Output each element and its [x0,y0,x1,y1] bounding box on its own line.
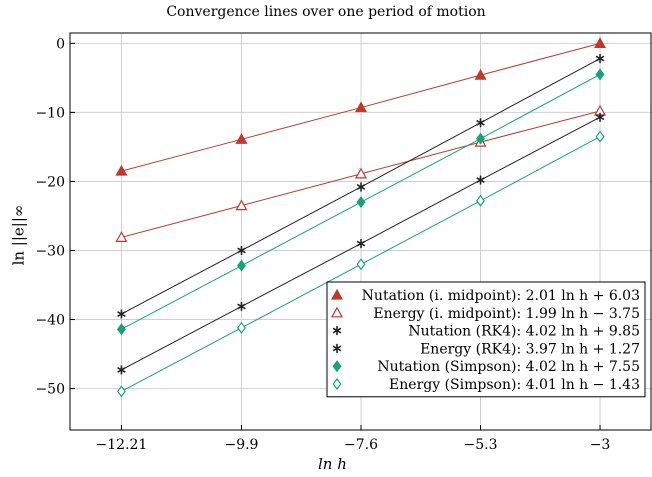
data-point [354,167,368,179]
marker-stroke [237,247,246,254]
legend-entry: Nutation (i. midpoint): 2.01 ln h + 6.03 [362,288,640,304]
y-tick-label: −50 [35,382,65,398]
legend-entry: Energy (Simpson): 4.01 ln h − 1.43 [389,377,640,393]
legend-entry: Energy (i. midpoint): 1.99 ln h − 3.75 [373,306,640,322]
legend-box [326,281,646,398]
data-point [595,130,605,143]
y-tick-label: −20 [35,174,65,190]
x-tick-label: −9.9 [224,437,258,453]
data-point [474,68,487,80]
legend-entry: Nutation (Simpson): 4.02 ln h + 7.55 [377,359,640,375]
data-point [595,68,605,81]
data-point [235,133,248,144]
chart-title: Convergence lines over one period of mot… [166,4,486,20]
legend-marker [332,343,342,353]
marker-stroke [237,303,246,310]
y-tick-label: 0 [56,36,65,52]
data-point [115,231,128,242]
data-point [476,175,485,185]
x-axis-label: ln h [318,455,347,473]
data-point [476,132,486,145]
x-tick-label: −3 [590,437,611,453]
data-point [356,258,366,271]
series-markers [115,37,607,398]
legend-marker [332,378,342,390]
data-point [354,101,368,113]
marker-stroke [595,55,605,62]
axis-ticks: −12.21 −9.9 −7.6 −5.3 −30−10−20−30−40−50 [35,36,610,453]
legend-marker [332,360,342,373]
data-point [117,309,126,319]
marker-stroke [356,184,366,190]
marker-stroke [332,345,342,352]
data-point [237,301,246,311]
data-point [595,112,605,122]
legend-marker [330,288,344,300]
data-point [356,196,366,209]
data-point [356,182,366,192]
data-point [235,199,248,211]
data-point [236,321,246,334]
legend-entry: Nutation (RK4): 4.02 ln h + 9.85 [408,324,640,340]
y-axis-label: ln ||e||∞ [9,204,28,266]
marker-stroke [476,119,485,126]
data-point [237,245,246,255]
marker-stroke [476,177,485,184]
marker-stroke [595,114,605,121]
x-tick-label: −5.3 [464,437,498,453]
legend-marker [332,326,342,336]
y-tick-label: −10 [35,105,65,121]
data-point [476,194,486,207]
legend-marker [330,306,344,318]
data-point [595,54,605,64]
data-point [476,118,485,128]
marker-stroke [332,327,342,334]
marker-stroke [117,366,126,373]
x-tick-label: −12.21 [96,437,148,453]
data-point [115,164,128,176]
x-tick-label: −7.6 [344,437,378,453]
data-point [116,385,126,398]
data-point [117,365,126,375]
legend: Nutation (i. midpoint): 2.01 ln h + 6.03… [326,281,646,398]
data-point [236,259,246,272]
legend-entry: Energy (RK4): 3.97 ln h + 1.27 [420,341,640,357]
data-point [356,239,366,249]
y-tick-label: −30 [35,243,65,259]
marker-stroke [117,311,126,317]
data-point [594,37,607,48]
marker-stroke [356,240,366,247]
y-tick-label: −40 [35,313,65,329]
data-point [116,323,126,336]
